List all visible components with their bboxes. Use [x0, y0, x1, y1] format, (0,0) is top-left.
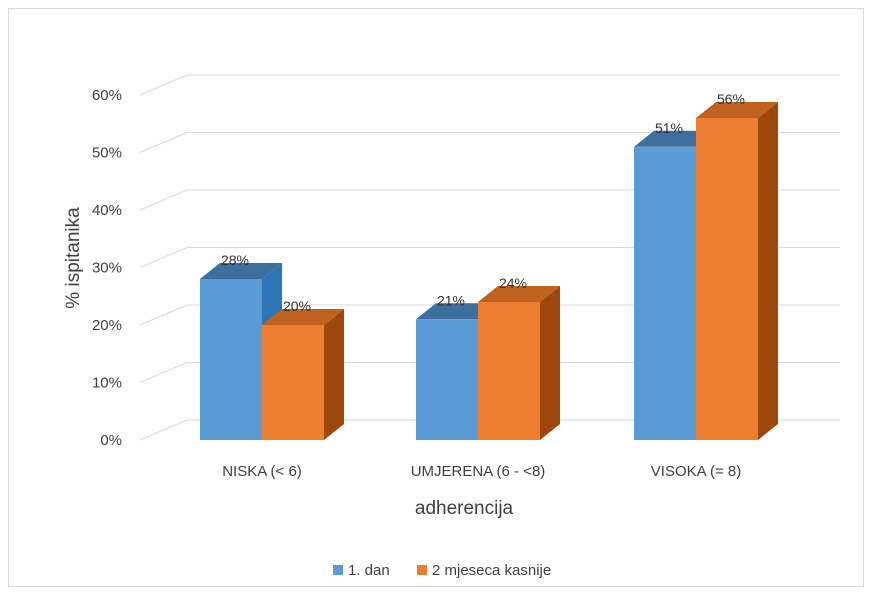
- gridline-diagonal: [139, 419, 188, 441]
- gridline-diagonal: [139, 189, 188, 211]
- category-label-visoka-8: VISOKA (= 8): [651, 463, 741, 480]
- y-tick-label: 40%: [92, 202, 122, 219]
- gridline-diagonal: [139, 362, 188, 383]
- bar-2-mjeseca-kasnije-visoka-8: [696, 102, 778, 440]
- data-label-1-dan-umjerena-6-8: 21%: [437, 292, 465, 308]
- data-label-2-mjeseca-kasnije-umjerena-6-8: 24%: [499, 275, 527, 291]
- gridline-diagonal: [139, 74, 188, 96]
- data-label-1-dan-visoka-8: 51%: [655, 120, 683, 136]
- data-label-2-mjeseca-kasnije-visoka-8: 56%: [717, 91, 745, 107]
- legend-swatch-2-mjeseca-kasnije: [417, 565, 427, 575]
- category-label-umjerena-6-8: UMJERENA (6 - <8): [411, 463, 546, 480]
- legend-label-2-mjeseca-kasnije: 2 mjeseca kasnije: [432, 562, 551, 579]
- gridline-diagonal: [139, 304, 188, 326]
- y-tick-label: 0%: [100, 432, 122, 449]
- data-labels: 28% 20% 21% 24% 51% 56%: [221, 91, 745, 314]
- category-label-niska-6: NISKA (< 6): [222, 463, 302, 480]
- y-tick-label: 50%: [92, 145, 122, 162]
- bars: [200, 102, 778, 440]
- y-axis-ticks: 0% 10% 20% 30% 40% 50% 60%: [92, 87, 122, 449]
- legend-swatch-1-dan: [333, 565, 343, 575]
- y-tick-label: 30%: [92, 260, 122, 277]
- data-label-2-mjeseca-kasnije-niska-6: 20%: [283, 298, 311, 314]
- data-label-1-dan-niska-6: 28%: [221, 252, 249, 268]
- y-axis-title: % ispitanika: [63, 207, 84, 309]
- bar-2-mjeseca-kasnije-umjerena-6-8: [478, 286, 560, 440]
- x-axis-title: adherencija: [415, 498, 514, 519]
- y-tick-label: 10%: [92, 375, 122, 392]
- y-tick-label: 20%: [92, 317, 122, 334]
- gridline-diagonal: [139, 247, 188, 268]
- bar-2-mjeseca-kasnije-niska-6: [262, 309, 344, 440]
- legend-label-1-dan: 1. dan: [348, 562, 390, 579]
- category-labels: NISKA (< 6) UMJERENA (6 - <8) VISOKA (= 8): [222, 463, 741, 480]
- legend: 1. dan 2 mjeseca kasnije: [333, 562, 551, 579]
- gridline-diagonal: [139, 132, 188, 153]
- y-tick-label: 60%: [92, 87, 122, 104]
